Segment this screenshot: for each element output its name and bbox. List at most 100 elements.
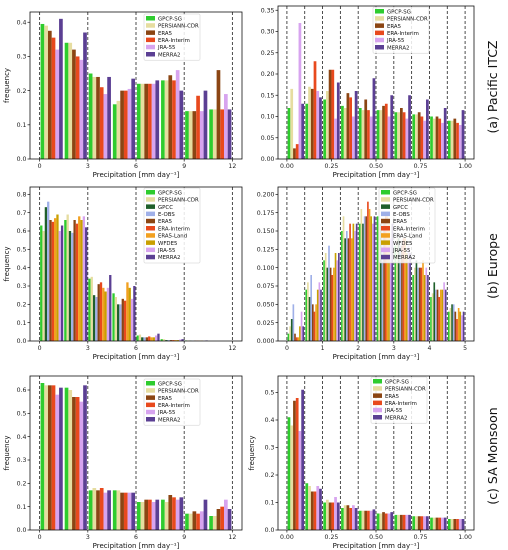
bar-era5 [310,88,314,160]
bar-era-interim [123,90,128,159]
y-tick-label: 0.5 [265,390,275,397]
bar-merra2 [133,286,136,341]
bar-merra2 [320,289,322,341]
bar-gpcp-sg [209,109,213,159]
x-tick-label: 3 [86,163,90,170]
legend-swatch [381,240,390,245]
bar-merra2 [319,97,322,160]
legend-box [372,6,430,54]
bar-gpcp-sg [447,311,450,341]
legend-label: E-OBS [158,212,175,218]
bar-era-interim [196,95,200,159]
bar-era5 [329,267,332,341]
bar-gpcp-sg [323,502,326,530]
bar-persiann-cdr [379,110,383,160]
bar-persiann-cdr [432,118,436,160]
legend-label: PERSIANN-CDR [387,17,428,23]
bar-gpcc [433,282,436,341]
bar-era-interim [456,519,459,530]
y-tick-label: 0.10 [261,114,275,121]
bar-gpcp-sg [341,105,344,160]
y-tick-label: 0.3 [17,54,27,61]
legend-label: ERA5-Land [158,234,187,240]
bar-jra-55 [79,59,84,159]
bar-era5 [328,502,332,530]
legend-label: JRA-55 [392,248,411,254]
y-tick-label: 0.125 [257,247,275,254]
bar-merra2 [408,95,411,159]
bar-era-interim [172,497,176,530]
bar-gpcc [117,304,120,341]
x-tick-label: 9 [182,163,186,170]
bar-jra-55 [199,111,204,159]
bar-era-interim [402,112,406,159]
y-tick-label: 0.20 [261,71,275,78]
legend-swatch [146,218,155,224]
bar-jra-55 [423,120,427,159]
legend-swatch [146,37,155,43]
bar-wfde5 [176,340,180,341]
y-tick-label: 0.1 [17,504,27,511]
y-tick-label: 0.0 [17,156,27,163]
bar-era-interim [123,300,127,341]
bar-jra-55 [405,514,409,531]
legend-label: GPCP-SG [158,190,182,196]
bar-gpcp-sg [358,510,362,530]
bar-merra2 [131,78,136,159]
legend-swatch [381,211,390,217]
bar-era5 [192,511,197,530]
bar-merra2 [372,509,376,531]
bar-persiann-cdr [361,110,365,160]
bar-era-interim [420,516,424,530]
bar-gpcp-sg [394,112,398,159]
bar-e-obs [345,231,348,341]
legend-swatch [381,233,390,238]
bar-gpcp-sg [323,260,325,341]
bar-persiann-cdr [325,91,329,159]
bar-persiann-cdr [308,486,311,530]
bar-jra-55 [298,23,302,159]
legend-label: ERA-Interim [158,403,190,409]
bar-era5 [216,70,221,159]
bar-merra2 [336,502,340,530]
bar-jra-55 [458,125,462,159]
bar-era5-land [78,216,81,341]
bar-era-interim [148,499,152,530]
bar-merra2 [443,108,447,159]
bar-jra-55 [387,116,391,159]
y-tick-label: 0.000 [257,338,275,345]
bar-era-interim [313,61,317,159]
bar-era5 [293,148,296,160]
bar-jra-55 [151,502,156,530]
y-tick-label: 0.0 [265,527,275,534]
bar-gpcp-sg [185,513,189,530]
y-tick-label: 0.05 [261,135,275,142]
legend-swatch [146,395,155,400]
bar-gpcc [451,304,453,341]
y-tick-label: 0.3 [265,445,275,452]
bar-merra2 [131,492,136,530]
bar-merra2 [319,488,322,530]
y-tick-label: 0.200 [257,192,275,199]
bar-jra-55 [407,245,410,341]
legend-label: ERA-Interim [387,31,419,37]
bar-era5 [310,491,314,530]
bar-jra-55 [224,499,228,530]
bar-era5 [436,289,439,341]
y-tick-label: 0.2 [17,88,27,95]
legend-label: WFDE5 [393,241,412,247]
bar-era-interim [331,69,335,159]
chart-b-right: 0 1 2 3 4 5 0.000 0.025 0.050 0.075 0.100 0.125 0.15… [257,186,475,361]
bar-era5 [168,75,173,159]
bar-era-interim [384,513,388,530]
legend-swatch [381,190,390,195]
bar-e-obs [435,289,437,341]
bar-gpcp-sg [160,339,163,341]
bar-era-interim [367,110,370,160]
legend-label: ERA5-Land [393,234,422,240]
x-tick-label: 0.75 [414,534,428,541]
bar-persiann-cdr [307,282,309,341]
legend-label: PERSIANN-CDR [158,198,199,204]
bar-era-interim [420,116,424,159]
bar-era5-land [404,238,407,341]
